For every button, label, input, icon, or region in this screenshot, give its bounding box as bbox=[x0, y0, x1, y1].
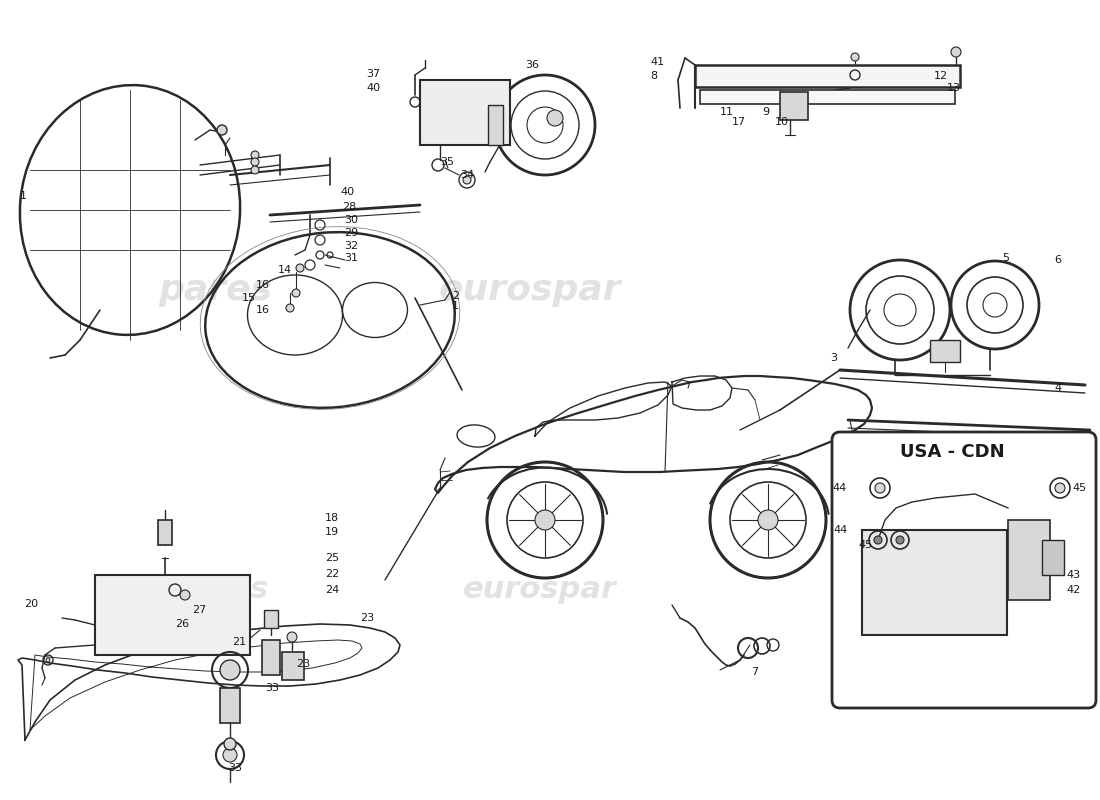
FancyBboxPatch shape bbox=[158, 520, 172, 545]
Circle shape bbox=[251, 158, 258, 166]
FancyBboxPatch shape bbox=[264, 610, 278, 628]
Circle shape bbox=[287, 632, 297, 642]
Circle shape bbox=[952, 47, 961, 57]
Circle shape bbox=[547, 110, 563, 126]
Text: 15: 15 bbox=[242, 293, 256, 303]
Text: 37: 37 bbox=[366, 69, 381, 79]
Text: 3: 3 bbox=[830, 353, 837, 363]
Text: 2: 2 bbox=[452, 291, 459, 301]
Text: 18: 18 bbox=[324, 513, 339, 523]
Circle shape bbox=[286, 304, 294, 312]
Text: 43: 43 bbox=[1066, 570, 1080, 580]
Circle shape bbox=[217, 125, 227, 135]
Text: 17: 17 bbox=[732, 117, 746, 127]
Circle shape bbox=[874, 483, 886, 493]
Text: 45: 45 bbox=[858, 540, 872, 550]
Text: pares: pares bbox=[172, 575, 268, 605]
Text: 41: 41 bbox=[650, 57, 664, 67]
Circle shape bbox=[223, 748, 236, 762]
Text: 40: 40 bbox=[366, 83, 381, 93]
Text: 8: 8 bbox=[650, 71, 657, 81]
Text: 22: 22 bbox=[324, 569, 339, 579]
Circle shape bbox=[180, 590, 190, 600]
Circle shape bbox=[296, 264, 304, 272]
FancyBboxPatch shape bbox=[262, 640, 280, 675]
FancyBboxPatch shape bbox=[1008, 520, 1050, 600]
FancyBboxPatch shape bbox=[220, 688, 240, 723]
FancyBboxPatch shape bbox=[420, 80, 510, 145]
Circle shape bbox=[535, 510, 556, 530]
Text: 7: 7 bbox=[751, 667, 759, 677]
Circle shape bbox=[851, 53, 859, 61]
Text: 35: 35 bbox=[440, 157, 454, 167]
Text: 42: 42 bbox=[1066, 585, 1080, 595]
Text: 1: 1 bbox=[452, 301, 459, 311]
Text: pares: pares bbox=[158, 273, 272, 307]
Text: 20: 20 bbox=[24, 599, 38, 609]
Text: 12: 12 bbox=[934, 71, 948, 81]
Text: 44: 44 bbox=[833, 483, 847, 493]
FancyBboxPatch shape bbox=[700, 90, 955, 104]
Text: 25: 25 bbox=[324, 553, 339, 563]
FancyBboxPatch shape bbox=[862, 530, 1006, 635]
Text: 1: 1 bbox=[20, 191, 28, 201]
Text: 13: 13 bbox=[947, 83, 961, 93]
Text: 16: 16 bbox=[256, 305, 270, 315]
Text: 29: 29 bbox=[344, 228, 359, 238]
Text: 33: 33 bbox=[228, 763, 242, 773]
FancyBboxPatch shape bbox=[780, 92, 808, 120]
Text: 6: 6 bbox=[1054, 255, 1062, 265]
Text: 45: 45 bbox=[1072, 483, 1086, 493]
Text: 33: 33 bbox=[265, 683, 279, 693]
Text: 23: 23 bbox=[296, 659, 310, 669]
Text: 27: 27 bbox=[192, 605, 207, 615]
Text: 11: 11 bbox=[720, 107, 734, 117]
Text: 34: 34 bbox=[460, 170, 474, 180]
Text: eurospar: eurospar bbox=[463, 575, 617, 605]
Text: USA - CDN: USA - CDN bbox=[900, 443, 1004, 461]
Circle shape bbox=[758, 510, 778, 530]
Text: 26: 26 bbox=[175, 619, 189, 629]
Text: 36: 36 bbox=[525, 60, 539, 70]
Text: 40: 40 bbox=[340, 187, 354, 197]
FancyBboxPatch shape bbox=[930, 340, 960, 362]
Text: eurospar: eurospar bbox=[439, 273, 622, 307]
FancyBboxPatch shape bbox=[488, 105, 503, 145]
FancyBboxPatch shape bbox=[95, 575, 250, 655]
Circle shape bbox=[251, 151, 258, 159]
Text: 31: 31 bbox=[344, 253, 358, 263]
Text: 4: 4 bbox=[1054, 383, 1062, 393]
Text: 21: 21 bbox=[232, 637, 246, 647]
FancyBboxPatch shape bbox=[695, 65, 960, 87]
Text: 32: 32 bbox=[344, 241, 359, 251]
Circle shape bbox=[896, 536, 904, 544]
Circle shape bbox=[292, 289, 300, 297]
Text: 23: 23 bbox=[360, 613, 374, 623]
FancyBboxPatch shape bbox=[282, 652, 304, 680]
Text: 5: 5 bbox=[1002, 253, 1009, 263]
FancyBboxPatch shape bbox=[832, 432, 1096, 708]
Circle shape bbox=[220, 660, 240, 680]
Circle shape bbox=[46, 658, 50, 662]
Text: 9: 9 bbox=[762, 107, 769, 117]
Text: 30: 30 bbox=[344, 215, 358, 225]
Text: 14: 14 bbox=[278, 265, 293, 275]
Circle shape bbox=[224, 738, 236, 750]
Text: 44: 44 bbox=[834, 525, 848, 535]
Circle shape bbox=[874, 536, 882, 544]
Circle shape bbox=[463, 176, 471, 184]
Text: 10: 10 bbox=[776, 117, 789, 127]
Circle shape bbox=[251, 166, 258, 174]
Text: 28: 28 bbox=[342, 202, 356, 212]
Text: 16: 16 bbox=[256, 280, 270, 290]
Text: 24: 24 bbox=[324, 585, 339, 595]
Circle shape bbox=[1055, 483, 1065, 493]
FancyBboxPatch shape bbox=[1042, 540, 1064, 575]
Text: 19: 19 bbox=[324, 527, 339, 537]
